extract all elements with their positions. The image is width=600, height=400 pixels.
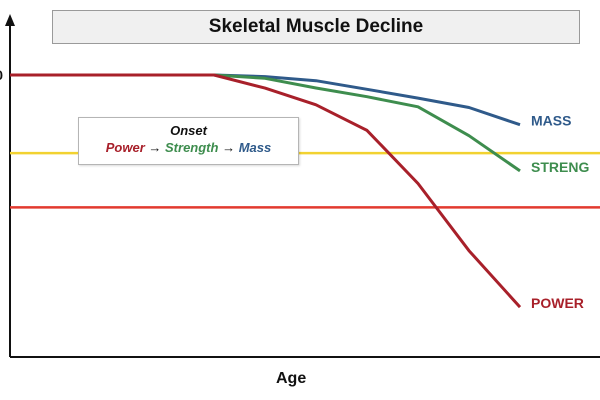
onset-seq-arrow-2: → [218, 140, 239, 155]
series-label-power: POWER [531, 295, 584, 311]
axes: 0 [0, 14, 600, 358]
onset-seq-power: Power [105, 140, 145, 155]
onset-seq-strength: Strength [165, 140, 219, 155]
onset-seq-mass: Mass [238, 140, 272, 155]
y-axis-arrow [5, 14, 15, 26]
chart-title: Skeletal Muscle Decline [52, 10, 580, 44]
y-tick-label: 0 [0, 67, 3, 83]
onset-title: Onset [170, 123, 207, 138]
series-label-strength: STRENG [531, 159, 589, 175]
onset-legend-box: Onset Power → Strength → Mass [78, 117, 299, 165]
onset-seq-arrow-1: → [144, 140, 166, 155]
series-label-mass: MASS [531, 113, 571, 129]
series-lines [10, 73, 522, 309]
series-labels: MASS STRENG POWER [531, 113, 589, 311]
onset-sequence: Power → Strength → Mass [79, 140, 298, 155]
series-line-power [10, 73, 522, 309]
x-axis-label: Age [276, 370, 307, 387]
